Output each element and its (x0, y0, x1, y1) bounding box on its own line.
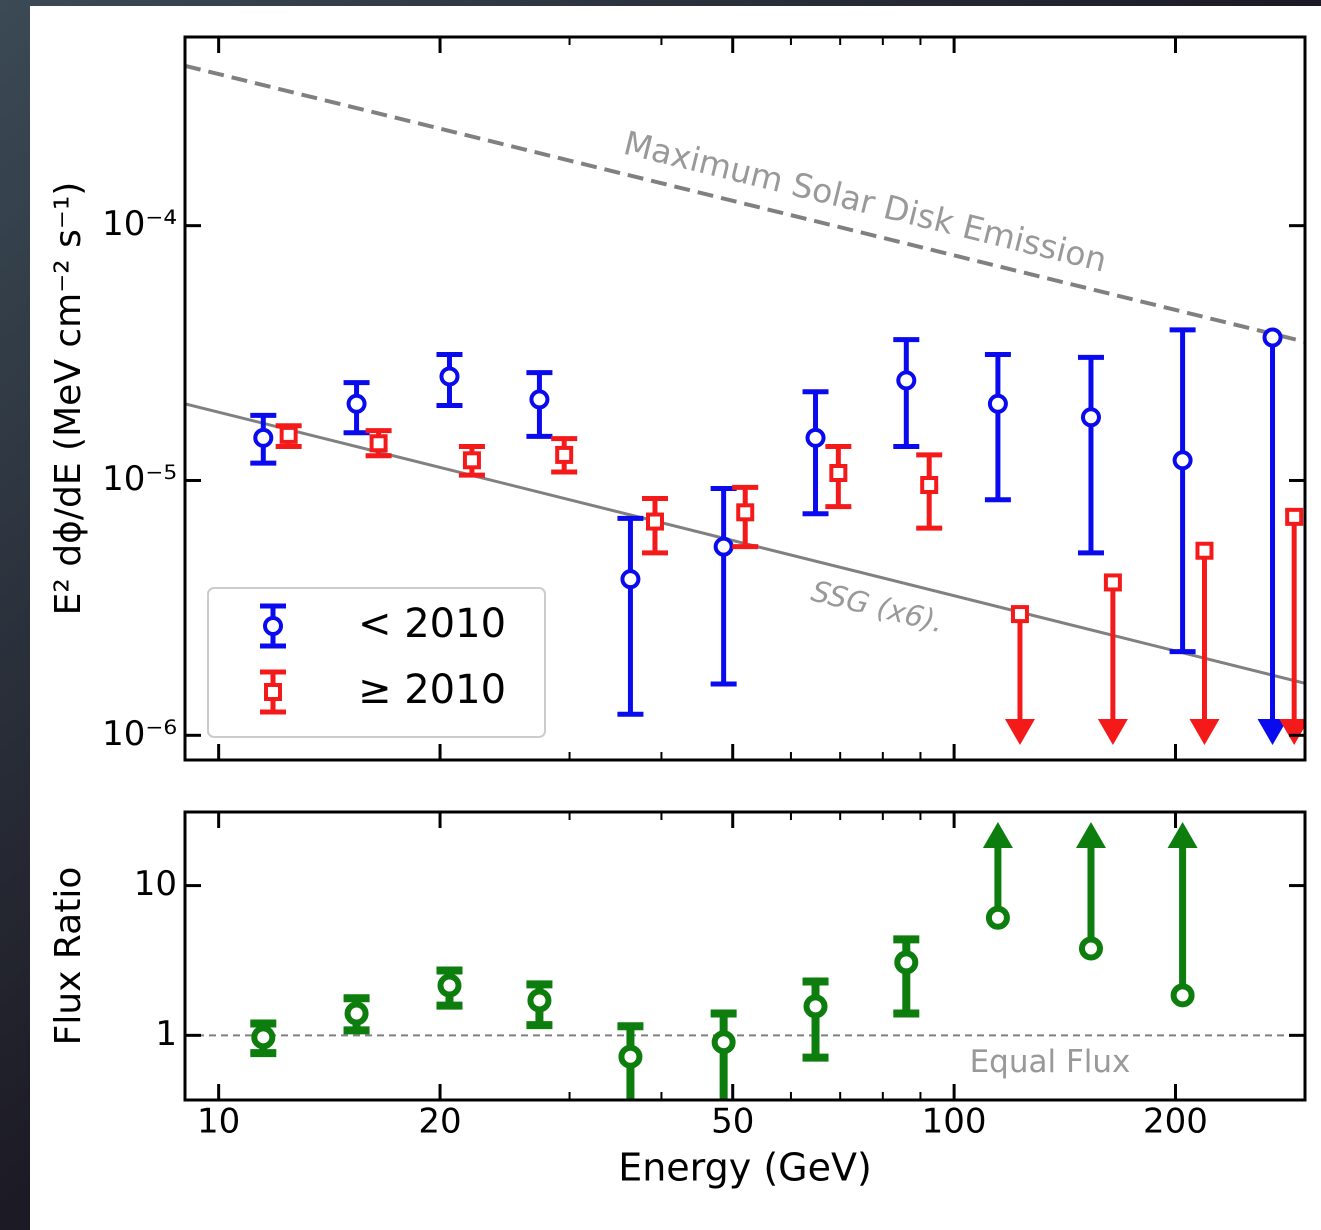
axes-frame (183, 810, 1307, 1102)
marker (829, 463, 848, 482)
y-axis-label: Flux Ratio (48, 867, 89, 1046)
arrow-head (1189, 719, 1220, 745)
y-tick-label: 1 (155, 1014, 177, 1054)
marker (736, 503, 755, 522)
marker (437, 973, 462, 998)
x-axis-label: Energy (GeV) (618, 1146, 872, 1190)
marker (894, 950, 919, 975)
x-tick-label: 200 (1143, 1102, 1208, 1142)
arrow-head (1279, 719, 1305, 745)
legend-label: ≥ 2010 (358, 667, 506, 713)
marker (1172, 450, 1193, 471)
marker (369, 434, 388, 453)
marker (1262, 327, 1283, 348)
marker (896, 370, 917, 391)
marker (985, 905, 1010, 930)
marker (711, 1030, 736, 1055)
legend-marker (263, 616, 283, 636)
marker (1080, 407, 1101, 428)
marker (920, 476, 939, 495)
arrow-head (1257, 719, 1288, 745)
arrow-head (982, 822, 1013, 848)
marker (527, 988, 552, 1013)
marker (344, 1001, 369, 1026)
arrow-head (1075, 822, 1106, 848)
marker (346, 393, 367, 414)
y-tick-label: 10⁻⁵ (102, 459, 177, 499)
marker (713, 536, 734, 557)
arrow-head (1167, 822, 1198, 848)
arrow-head (1097, 719, 1128, 745)
y-tick-label: 10⁻⁴ (102, 204, 177, 244)
x-tick-label: 100 (922, 1102, 987, 1142)
marker (279, 425, 298, 444)
x-tick-label: 20 (418, 1102, 461, 1142)
marker (1170, 983, 1195, 1008)
marker (618, 1044, 643, 1069)
marker (803, 994, 828, 1019)
marker (620, 569, 641, 590)
marker (645, 512, 664, 531)
marker (1103, 573, 1122, 592)
legend-box (207, 587, 546, 738)
arrow-head (1004, 719, 1035, 745)
marker (253, 427, 274, 448)
y-axis-label: E² dϕ/dE (MeV cm⁻² s⁻¹) (48, 182, 89, 616)
marker (1010, 605, 1029, 624)
marker (805, 427, 826, 448)
legend-marker (264, 683, 282, 701)
model-line (185, 63, 1305, 344)
y-tick-label: 10 (134, 864, 177, 904)
marker (1285, 507, 1304, 526)
marker (251, 1025, 276, 1050)
reference-label: Equal Flux (970, 1044, 1131, 1080)
marker (987, 393, 1008, 414)
marker (529, 389, 550, 410)
plot-area (185, 822, 1305, 1100)
x-tick-label: 10 (197, 1102, 240, 1142)
marker (439, 366, 460, 387)
marker (1195, 541, 1214, 560)
x-tick-label: 50 (711, 1102, 754, 1142)
y-tick-label: 10⁻⁶ (102, 714, 177, 754)
axes-frame (183, 35, 1307, 762)
plot-area (185, 63, 1305, 745)
marker (1078, 936, 1103, 961)
legend-label: < 2010 (358, 601, 506, 647)
marker (555, 445, 574, 464)
marker (462, 451, 481, 470)
